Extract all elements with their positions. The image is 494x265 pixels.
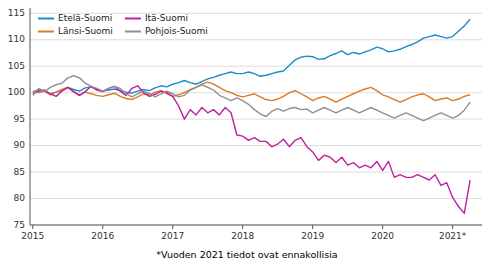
lines	[33, 19, 470, 213]
x-tick	[242, 225, 243, 229]
grid-line	[30, 145, 482, 146]
grid	[30, 13, 482, 225]
legend-item: Pohjois-Suomi	[125, 26, 208, 36]
legend-swatch	[38, 31, 54, 33]
grid-line	[30, 198, 482, 199]
axes: 75 80 85 90 95 100 105 110 115 2015 2016 2017 2018 20…	[8, 8, 482, 241]
legend-swatch	[125, 18, 141, 20]
series-line	[33, 76, 470, 121]
x-tick	[452, 225, 453, 229]
y-tick-label: 105	[8, 61, 25, 71]
y-axis-line	[30, 8, 31, 225]
y-tick-label: 95	[14, 114, 25, 124]
chart: 75 80 85 90 95 100 105 110 115 2015 2016 2017 2018 20…	[0, 0, 494, 265]
x-tick	[312, 225, 313, 229]
grid-line	[30, 39, 482, 40]
x-axis-line	[30, 225, 482, 226]
x-tick-label: 2017	[161, 231, 184, 241]
x-tick-label: 2016	[91, 231, 114, 241]
x-tick-label: 2018	[231, 231, 254, 241]
grid-line	[30, 225, 482, 226]
legend-item: Itä-Suomi	[125, 13, 188, 23]
legend-label: Pohjois-Suomi	[145, 26, 208, 36]
series-line	[33, 19, 470, 94]
grid-line	[30, 92, 482, 93]
x-tick	[172, 225, 173, 229]
x-tick	[102, 225, 103, 229]
y-tick-label: 100	[8, 87, 25, 97]
grid-line	[30, 119, 482, 120]
series-line	[33, 86, 470, 214]
y-tick-label: 85	[14, 167, 25, 177]
legend-label: Etelä-Suomi	[58, 13, 112, 23]
y-tick-label: 110	[8, 34, 25, 44]
series-line	[33, 82, 470, 102]
y-tick-label: 80	[14, 193, 26, 203]
x-tick	[382, 225, 383, 229]
x-tick-label: 2019	[301, 231, 324, 241]
subtitle: *Vuoden 2021 tiedot ovat ennakollisia	[156, 249, 337, 260]
legend-swatch	[125, 31, 141, 33]
legend-swatch	[38, 18, 54, 20]
grid-line	[30, 66, 482, 67]
legend-item: Länsi-Suomi	[38, 26, 113, 36]
y-tick-label: 75	[14, 220, 25, 230]
legend: Etelä-Suomi Länsi-Suomi Itä-Suomi Pohjois-S…	[38, 13, 208, 36]
legend-label: Länsi-Suomi	[58, 26, 113, 36]
x-tick-label: 2021*	[439, 231, 467, 241]
legend-label: Itä-Suomi	[145, 13, 188, 23]
x-tick-label: 2020	[371, 231, 394, 241]
legend-item: Etelä-Suomi	[38, 13, 112, 23]
grid-line	[30, 172, 482, 173]
x-tick-label: 2015	[21, 231, 44, 241]
x-tick	[32, 225, 33, 229]
y-tick-label: 115	[8, 8, 25, 18]
y-tick-label: 90	[14, 140, 26, 150]
